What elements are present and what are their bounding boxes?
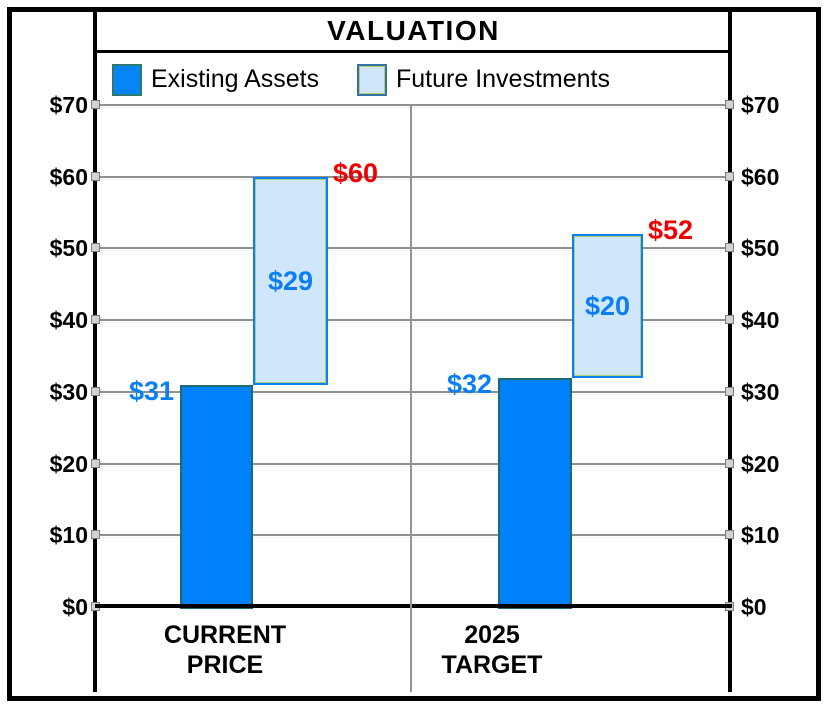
tick-left-70: [91, 100, 100, 109]
bar-future-investments-1: [572, 234, 643, 378]
existing-value-label-1: $32: [446, 368, 492, 399]
y-axis-label-left-70: $70: [49, 92, 88, 118]
y-axis-label-left-60: $60: [49, 163, 88, 190]
title-separator: [95, 50, 732, 53]
total-value-label-1: $52: [648, 215, 694, 246]
y-axis-label-right-20: $20: [741, 450, 780, 477]
category-label-2025-target: 2025 TARGET: [441, 621, 543, 679]
legend-label-existing-assets: Existing Assets: [151, 65, 320, 93]
legend-label-future-investments: Future Investments: [396, 65, 610, 93]
tick-right-50: [725, 243, 734, 253]
gridline-30: [97, 390, 728, 395]
total-value-label-0: $60: [333, 157, 379, 188]
tick-left-10: [91, 530, 100, 540]
gridline-10: [97, 534, 728, 539]
tick-right-30: [725, 386, 734, 396]
tick-left-20: [91, 458, 100, 468]
category-label-current-price: CURRENT PRICE: [163, 621, 287, 679]
legend-swatch-existing-assets: [112, 64, 142, 96]
gridline-40: [97, 319, 728, 324]
y-axis-label-right-70: $70: [741, 92, 780, 118]
bar-existing-assets-1: [498, 377, 572, 609]
y-axis-label-right-50: $50: [741, 235, 780, 262]
future-value-label-0: $29: [267, 265, 314, 296]
y-axis-label-right-30: $30: [741, 378, 780, 405]
y-axis-label-right-40: $40: [741, 307, 780, 334]
tick-left-40: [91, 315, 100, 325]
tick-right-70: [725, 100, 734, 109]
y-axis-label-left-50: $50: [49, 235, 88, 262]
y-axis-label-right-0: $0: [741, 594, 767, 620]
tick-left-30: [91, 386, 100, 396]
legend-swatch-future-investments: [357, 64, 387, 96]
outer-frame: [7, 7, 821, 701]
y-axis-label-left-20: $20: [49, 450, 88, 477]
zero-baseline: [95, 604, 732, 608]
chart-title: VALUATION: [327, 15, 500, 46]
left-frame-line: [93, 12, 97, 692]
tick-left-50: [91, 243, 100, 253]
y-axis-label-left-30: $30: [49, 378, 88, 405]
tick-right-60: [725, 171, 734, 181]
tick-right-40: [725, 315, 734, 325]
gridline-50: [97, 247, 728, 252]
gridline-60: [97, 175, 728, 180]
y-axis-label-right-60: $60: [741, 163, 780, 190]
future-value-label-1: $20: [584, 290, 631, 321]
bar-future-investments-0: [253, 176, 328, 385]
gridline-70: [97, 104, 728, 108]
gridline-20: [97, 462, 728, 467]
y-axis-label-right-10: $10: [741, 522, 780, 549]
y-axis-label-left-40: $40: [49, 307, 88, 334]
tick-right-20: [725, 458, 734, 468]
category-divider: [410, 105, 412, 692]
tick-left-60: [91, 171, 100, 181]
y-axis-label-left-10: $10: [49, 522, 88, 549]
bar-existing-assets-0: [180, 384, 253, 609]
existing-value-label-0: $31: [128, 375, 174, 406]
right-frame-line: [728, 12, 732, 692]
tick-right-10: [725, 530, 734, 540]
y-axis-label-left-0: $0: [62, 594, 88, 620]
